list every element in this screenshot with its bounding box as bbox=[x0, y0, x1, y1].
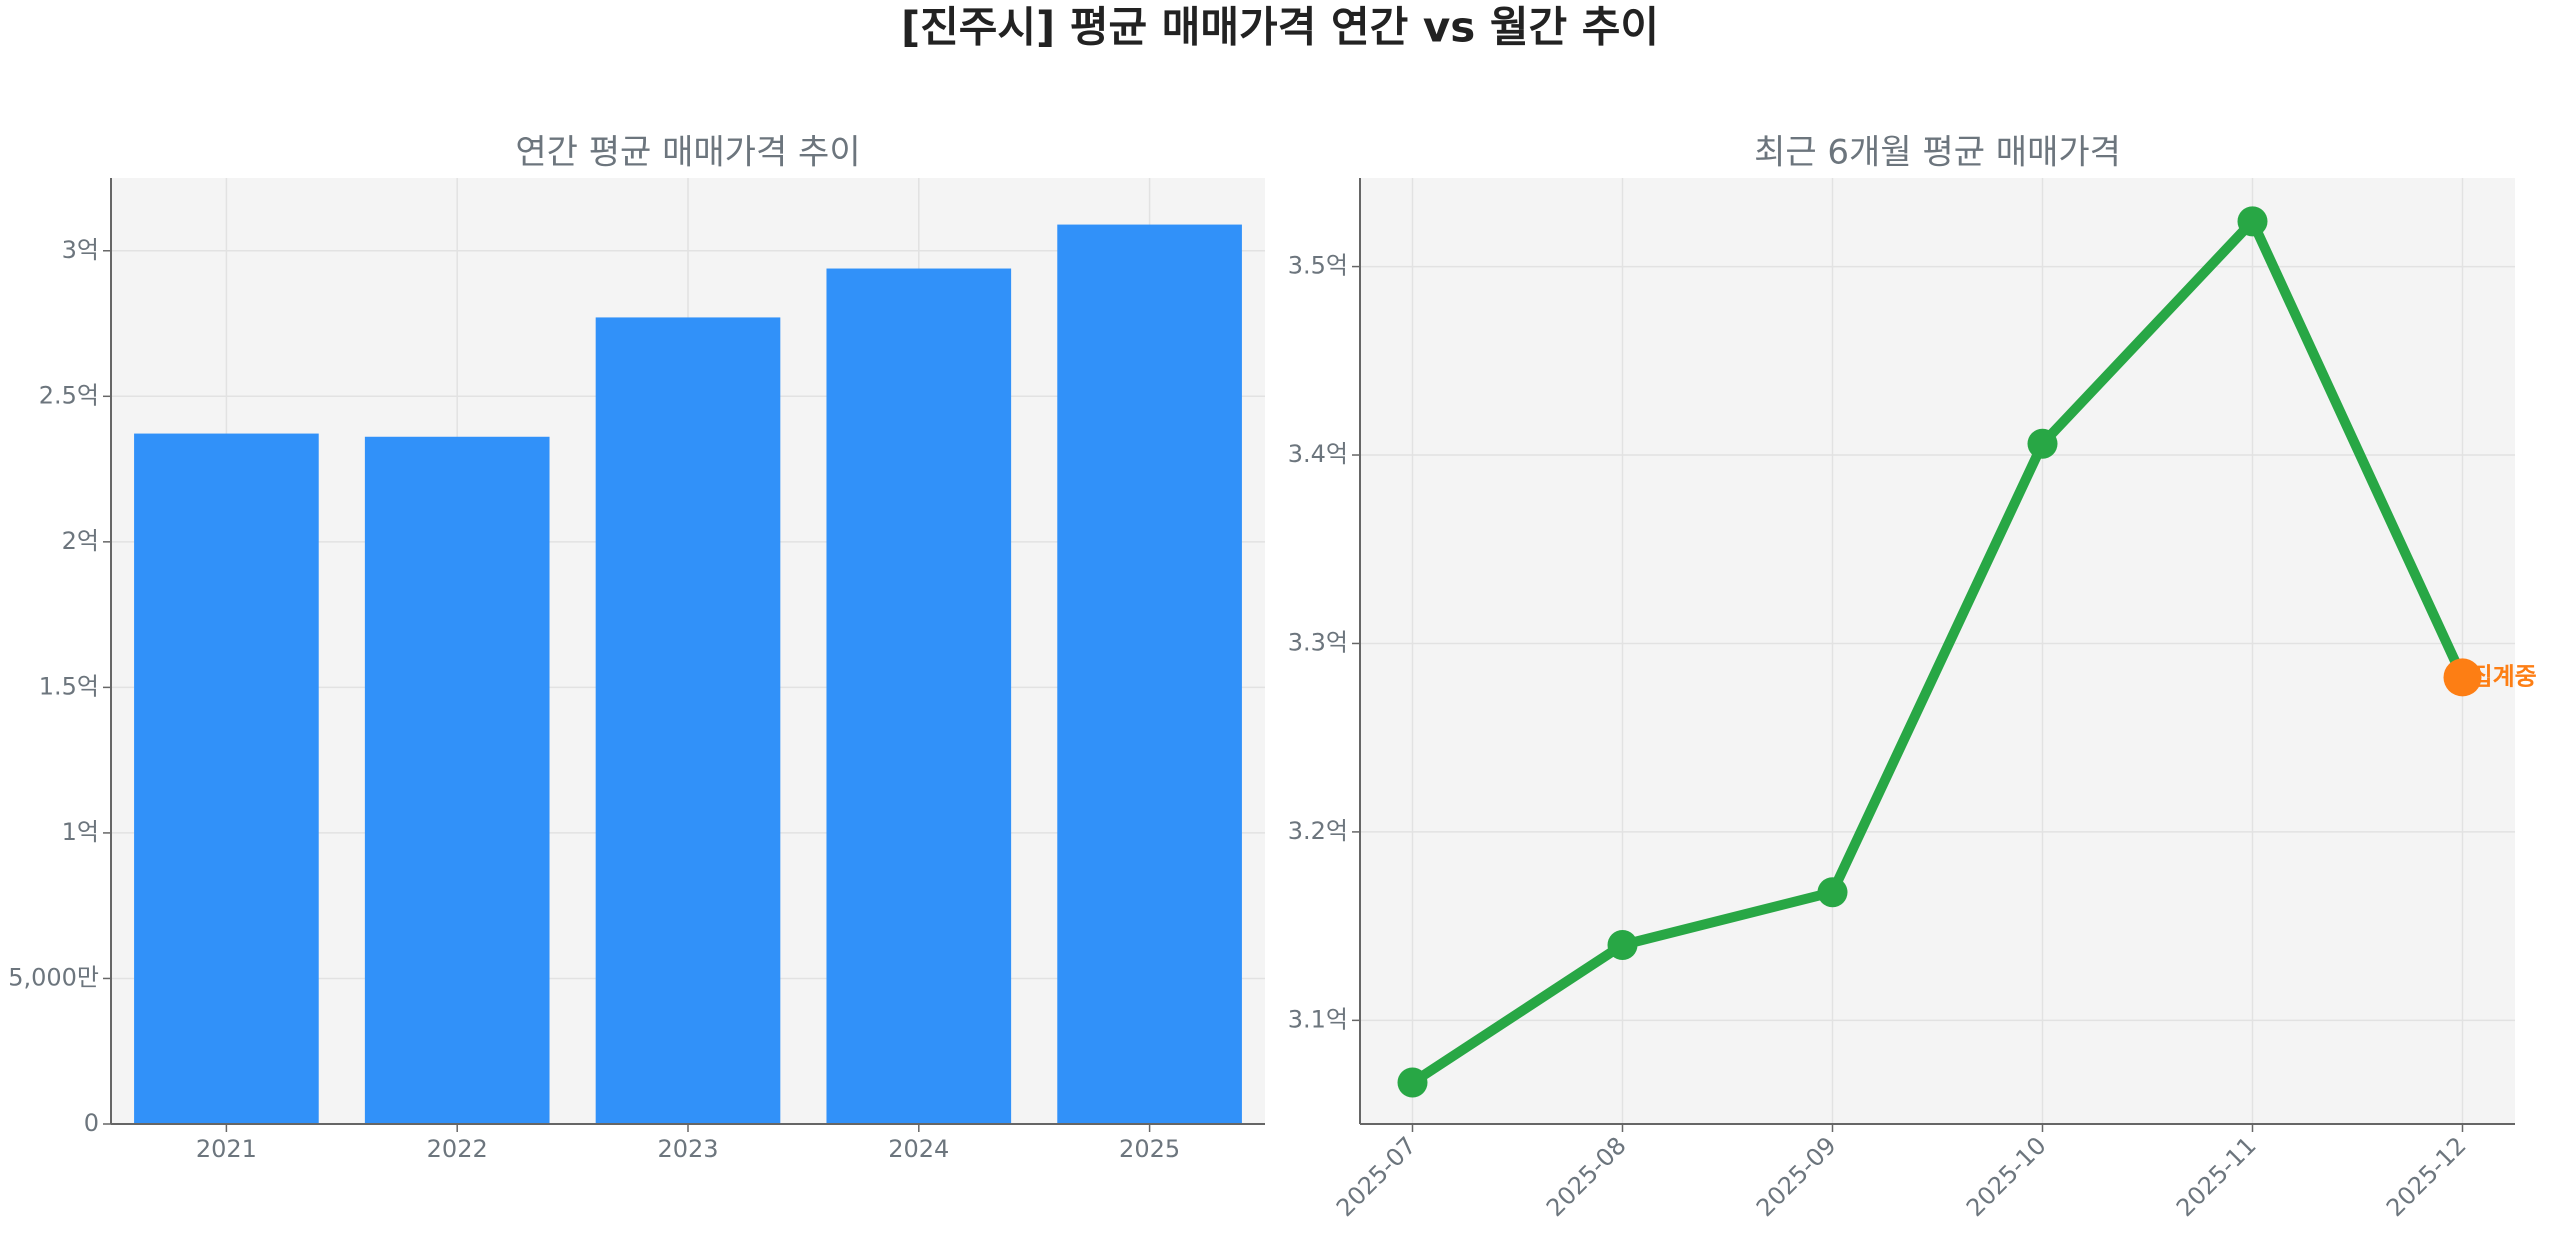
x-tick-label: 2025-11 bbox=[2171, 1131, 2262, 1222]
line bbox=[1409, 216, 2468, 1087]
y-tick-label: 1억 bbox=[62, 818, 99, 846]
x-tick-label: 2025-08 bbox=[1541, 1131, 1632, 1222]
y-tick-label: 3.1억 bbox=[1288, 1005, 1348, 1033]
y-tick-label: 3.5억 bbox=[1288, 252, 1348, 280]
y-tick-label: 3.2억 bbox=[1288, 817, 1348, 845]
y-tick-label: 5,000만 bbox=[8, 963, 99, 991]
bar bbox=[364, 436, 550, 1124]
point bbox=[1817, 877, 1848, 908]
x-tick-label: 2025-07 bbox=[1331, 1131, 1422, 1222]
point bbox=[1397, 1067, 1428, 1098]
y-tick-label: 3.4억 bbox=[1288, 440, 1348, 468]
x-tick-label: 2025-09 bbox=[1751, 1131, 1842, 1222]
y-tick-label: 2억 bbox=[62, 527, 99, 555]
y-tick-label: 3억 bbox=[62, 236, 99, 264]
bar bbox=[134, 433, 319, 1124]
point bbox=[2237, 206, 2268, 237]
chart-title: 연간 평균 매매가격 추이 bbox=[515, 133, 860, 173]
y-tick-label: 0 bbox=[84, 1109, 99, 1137]
x-tick-label: 2025 bbox=[1119, 1135, 1180, 1163]
x-tick-label: 2024 bbox=[888, 1135, 949, 1163]
bar bbox=[595, 317, 781, 1124]
point bbox=[1607, 929, 1638, 960]
page-title: [진주시] 평균 매매가격 연간 vs 월간 추이 bbox=[901, 3, 1659, 52]
bar bbox=[1057, 224, 1242, 1124]
annotation: 집계중 bbox=[2471, 662, 2537, 690]
x-tick-label: 2022 bbox=[427, 1135, 488, 1163]
y-tick-label: 2.5억 bbox=[39, 381, 99, 409]
point bbox=[2027, 428, 2058, 459]
y-tick-label: 3.3억 bbox=[1288, 628, 1348, 656]
chart-title: 최근 6개월 평균 매매가격 bbox=[1754, 133, 2121, 173]
x-tick-label: 2025-10 bbox=[1961, 1131, 2052, 1222]
plot-area bbox=[1360, 178, 2515, 1124]
x-tick-label: 2021 bbox=[196, 1135, 257, 1163]
x-tick-label: 2025-12 bbox=[2381, 1131, 2472, 1222]
bar bbox=[826, 268, 1012, 1125]
x-tick-label: 2023 bbox=[657, 1135, 718, 1163]
point bbox=[2443, 658, 2482, 697]
y-tick-label: 1.5억 bbox=[39, 672, 99, 700]
